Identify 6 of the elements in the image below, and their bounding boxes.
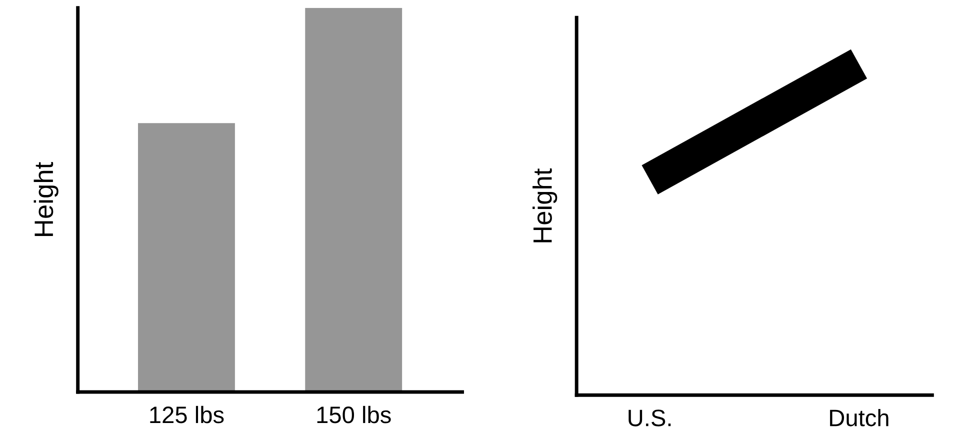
x-tick-label: 125 lbs: [150, 406, 224, 424]
x-tick-label: 150 lbs: [317, 406, 391, 424]
y-axis-title: Height: [532, 168, 558, 242]
x-tick-label: Dutch: [830, 408, 888, 426]
x-tick-label: U.S.: [628, 410, 671, 426]
y-axis-title: Height: [34, 162, 58, 236]
